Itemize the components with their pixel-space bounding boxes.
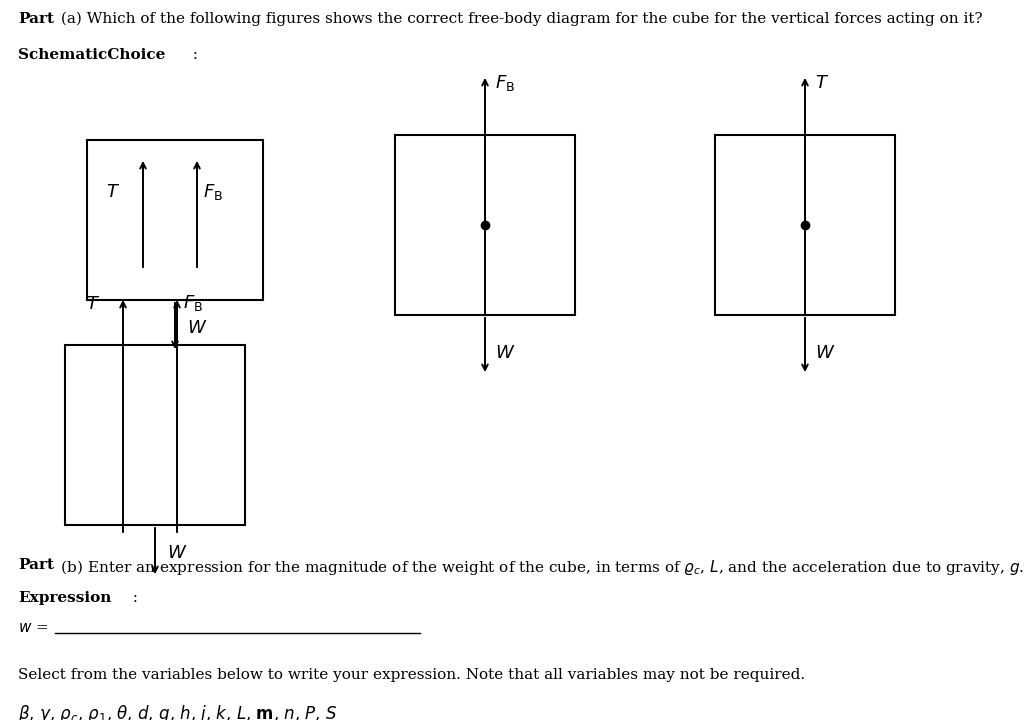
Text: $T$: $T$ [815,74,829,92]
Text: $T$: $T$ [86,295,100,313]
Text: $W$: $W$ [167,544,187,562]
Text: $W$: $W$ [187,319,207,337]
Text: $W$: $W$ [495,344,515,362]
Text: SchematicChoice: SchematicChoice [18,48,165,62]
Text: $W$: $W$ [815,344,836,362]
Text: (a) Which of the following figures shows the correct free-body diagram for the c: (a) Which of the following figures shows… [56,12,983,27]
Bar [87,140,263,300]
Text: $F_{\rm B}$: $F_{\rm B}$ [203,182,223,202]
Text: Select from the variables below to write your expression. Note that all variable: Select from the variables below to write… [18,668,805,682]
Bar [395,135,575,315]
Text: $w$ =: $w$ = [18,621,48,635]
Text: $F_{\rm B}$: $F_{\rm B}$ [183,293,203,313]
Text: Part: Part [18,12,54,26]
Text: :: : [123,591,138,605]
Text: :: : [183,48,198,62]
Text: $T$: $T$ [105,183,120,201]
Text: Part: Part [18,558,54,572]
Bar [65,345,245,525]
Text: Expression: Expression [18,591,112,605]
Bar [715,135,895,315]
Text: $F_{\rm B}$: $F_{\rm B}$ [495,73,515,93]
Text: $\beta$, $\gamma$, $\varrho_c$, $\varrho_1$, $\theta$, $d$, $g$, $h$, $j$, $k$, : $\beta$, $\gamma$, $\varrho_c$, $\varrho… [18,703,338,720]
Text: (b) Enter an expression for the magnitude of the weight of the cube, in terms of: (b) Enter an expression for the magnitud… [56,558,1024,577]
